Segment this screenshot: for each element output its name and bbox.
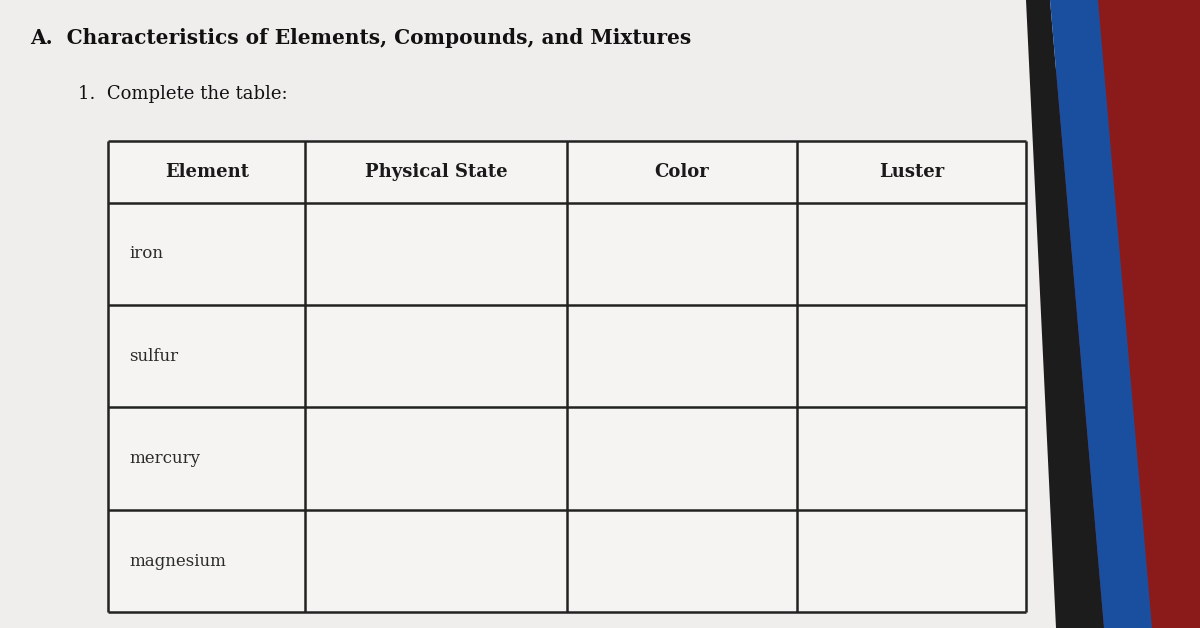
Text: Physical State: Physical State <box>365 163 508 181</box>
Bar <box>0 0 1056 628</box>
Text: magnesium: magnesium <box>130 553 227 570</box>
Polygon shape <box>1050 0 1152 628</box>
Text: Color: Color <box>654 163 709 181</box>
Text: Element: Element <box>164 163 248 181</box>
Text: 1.  Complete the table:: 1. Complete the table: <box>78 85 288 103</box>
Text: sulfur: sulfur <box>130 348 179 365</box>
Bar <box>108 141 1026 612</box>
Bar <box>1056 0 1200 628</box>
Text: mercury: mercury <box>130 450 200 467</box>
Polygon shape <box>1026 0 1104 628</box>
Text: A.  Characteristics of Elements, Compounds, and Mixtures: A. Characteristics of Elements, Compound… <box>30 28 691 48</box>
Text: Luster: Luster <box>878 163 944 181</box>
Text: iron: iron <box>130 246 163 263</box>
